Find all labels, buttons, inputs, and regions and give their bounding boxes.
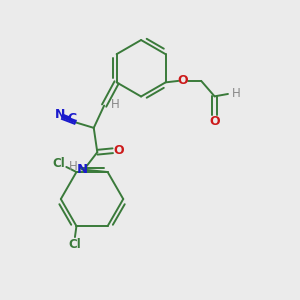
Text: O: O	[209, 115, 220, 128]
Text: Cl: Cl	[69, 238, 81, 251]
Text: H: H	[69, 160, 78, 173]
Text: O: O	[178, 74, 188, 87]
Text: N: N	[76, 163, 87, 176]
Text: H: H	[232, 88, 241, 100]
Text: C: C	[67, 112, 76, 125]
Text: O: O	[113, 144, 124, 157]
Text: Cl: Cl	[53, 158, 66, 170]
Text: N: N	[55, 108, 65, 121]
Text: H: H	[111, 98, 120, 112]
